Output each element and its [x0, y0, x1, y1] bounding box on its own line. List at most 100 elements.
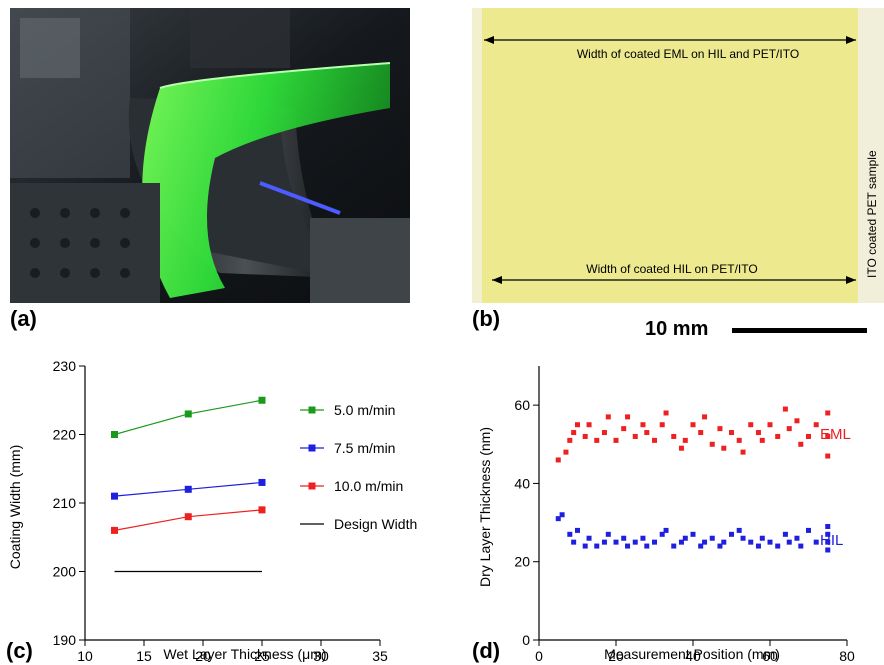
data-point	[652, 437, 657, 443]
data-point	[184, 410, 192, 418]
data-point	[644, 430, 650, 436]
x-tick-label: 20	[608, 648, 624, 664]
scale-bar	[732, 328, 867, 333]
x-tick-label: 20	[195, 648, 211, 664]
data-point	[663, 410, 669, 416]
data-point	[184, 513, 192, 521]
data-point	[678, 539, 684, 545]
data-point	[586, 422, 592, 428]
data-point	[640, 535, 646, 541]
data-point	[601, 430, 607, 436]
data-point	[652, 539, 657, 545]
data-point	[184, 485, 192, 493]
photo-coating-machine	[10, 8, 410, 303]
data-point	[767, 422, 773, 428]
data-point	[682, 437, 688, 443]
legend-marker-0	[308, 406, 316, 414]
data-point	[586, 535, 592, 541]
data-point	[659, 422, 665, 428]
data-point	[625, 414, 631, 420]
data-point	[594, 437, 600, 443]
data-point	[698, 430, 704, 436]
bottom-arrow-label: Width of coated HIL on PET/ITO	[586, 262, 757, 276]
data-point	[698, 543, 704, 549]
x-tick-label: 10	[77, 648, 93, 664]
y-tick-label: 230	[53, 358, 77, 374]
scale-bar-label: 10 mm	[645, 318, 709, 340]
data-point	[709, 535, 715, 541]
data-point	[567, 437, 573, 443]
chart-c-xlabel: Wet Layer Thickness (μm)	[163, 646, 326, 662]
data-point	[605, 531, 611, 537]
panel-label-b: (b)	[472, 306, 501, 331]
x-tick-label: 15	[136, 648, 152, 664]
data-point	[794, 418, 800, 424]
data-point	[794, 535, 800, 541]
x-tick-label: 0	[535, 648, 543, 664]
data-point	[644, 543, 650, 549]
data-point	[671, 543, 677, 549]
series-label-0: EML	[820, 426, 851, 443]
data-point	[702, 414, 708, 420]
data-point	[678, 445, 684, 451]
x-tick-label: 80	[839, 648, 855, 664]
y-tick-label: 40	[514, 475, 530, 491]
data-point	[729, 430, 734, 436]
data-point	[640, 422, 646, 428]
data-point	[601, 539, 607, 545]
data-point	[621, 426, 627, 432]
data-point	[605, 414, 611, 420]
data-point	[755, 430, 761, 436]
data-point	[575, 422, 580, 428]
data-point	[798, 441, 804, 447]
x-tick-label: 30	[313, 648, 329, 664]
data-point	[563, 449, 569, 455]
data-point	[111, 492, 118, 500]
data-point	[825, 539, 831, 545]
chart-coating-width: 10 15 20 25 30 35 190 200 210 220 230 5.0 m/min 7.5…	[7, 358, 417, 664]
chart-dry-thickness: 0 20 40 60 80 0 20 40 60 EML HIL Dry Layer Thickn…	[477, 366, 855, 664]
data-point	[806, 527, 811, 533]
side-label: ITO coated PET sample	[865, 150, 879, 278]
data-point	[613, 437, 619, 443]
data-point	[258, 506, 266, 514]
data-point	[759, 535, 765, 541]
data-point	[721, 445, 727, 451]
data-point	[825, 531, 831, 537]
x-tick-label: 60	[762, 648, 778, 664]
data-point	[813, 422, 819, 428]
data-point	[786, 539, 792, 545]
data-point	[806, 433, 811, 439]
data-point	[736, 527, 742, 533]
photo-coated-sample: Width of coated EML on HIL and PET/ITO W…	[472, 8, 884, 303]
y-tick-label: 0	[522, 632, 530, 648]
data-point	[825, 453, 831, 459]
legend-marker-1	[308, 444, 316, 452]
series-label-1: HIL	[820, 532, 843, 549]
data-point	[782, 406, 788, 412]
x-tick-label: 25	[254, 648, 270, 664]
data-point	[825, 547, 831, 553]
data-point	[258, 478, 266, 486]
y-tick-label: 210	[53, 495, 77, 511]
data-point	[621, 535, 627, 541]
y-tick-label: 20	[514, 554, 530, 570]
data-point	[671, 433, 677, 439]
data-point	[690, 531, 696, 537]
data-point	[571, 539, 577, 545]
data-point	[748, 539, 754, 545]
data-point	[748, 422, 754, 428]
data-point	[767, 539, 773, 545]
data-point	[567, 531, 573, 537]
data-point	[258, 396, 266, 404]
data-point	[582, 433, 588, 439]
data-point	[798, 543, 804, 549]
data-point	[740, 535, 746, 541]
chart-c-ylabel: Coating Width (mm)	[7, 445, 23, 569]
data-point	[690, 422, 696, 428]
data-point	[594, 543, 600, 549]
x-tick-label: 40	[685, 648, 701, 664]
data-point	[111, 431, 118, 438]
data-point	[575, 527, 580, 533]
y-tick-label: 200	[53, 564, 77, 580]
